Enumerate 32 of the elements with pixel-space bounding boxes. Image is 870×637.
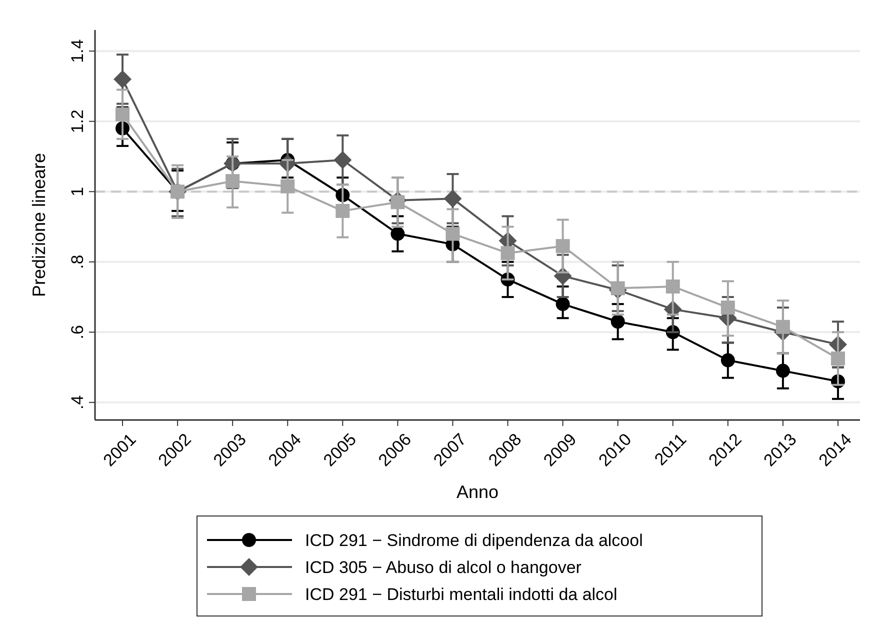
point [556, 239, 570, 254]
point [280, 179, 295, 194]
point [114, 70, 132, 88]
point [390, 195, 405, 210]
x-axis-title: Anno [456, 482, 499, 502]
point [720, 353, 735, 368]
point [776, 364, 790, 378]
point [610, 314, 625, 329]
y-tick-label: .8 [68, 254, 87, 269]
point [776, 320, 790, 334]
y-axis-title: Predizione lineare [29, 152, 49, 298]
point [610, 281, 625, 296]
point [226, 174, 240, 188]
point [444, 190, 462, 208]
point [336, 204, 350, 218]
point [830, 352, 845, 366]
point [116, 107, 130, 122]
point [390, 226, 405, 241]
point [334, 151, 352, 169]
point [720, 300, 735, 315]
y-tick-label: 1 [68, 186, 87, 196]
legend-label: ICD 291 − Sindrome di dipendenza da alcool [305, 531, 643, 550]
legend-label: ICD 291 − Disturbi mentali indotti da alcol [305, 585, 618, 604]
y-tick-label: 1.4 [68, 39, 87, 63]
y-tick-label: .6 [68, 325, 87, 340]
y-tick-label: .4 [68, 395, 87, 410]
legend-label: ICD 305 − Abuso di alcol o hangover [305, 558, 582, 577]
point [666, 279, 680, 294]
y-tick-label: 1.2 [68, 110, 87, 134]
point [556, 297, 570, 312]
point [446, 226, 460, 241]
point [500, 246, 515, 260]
